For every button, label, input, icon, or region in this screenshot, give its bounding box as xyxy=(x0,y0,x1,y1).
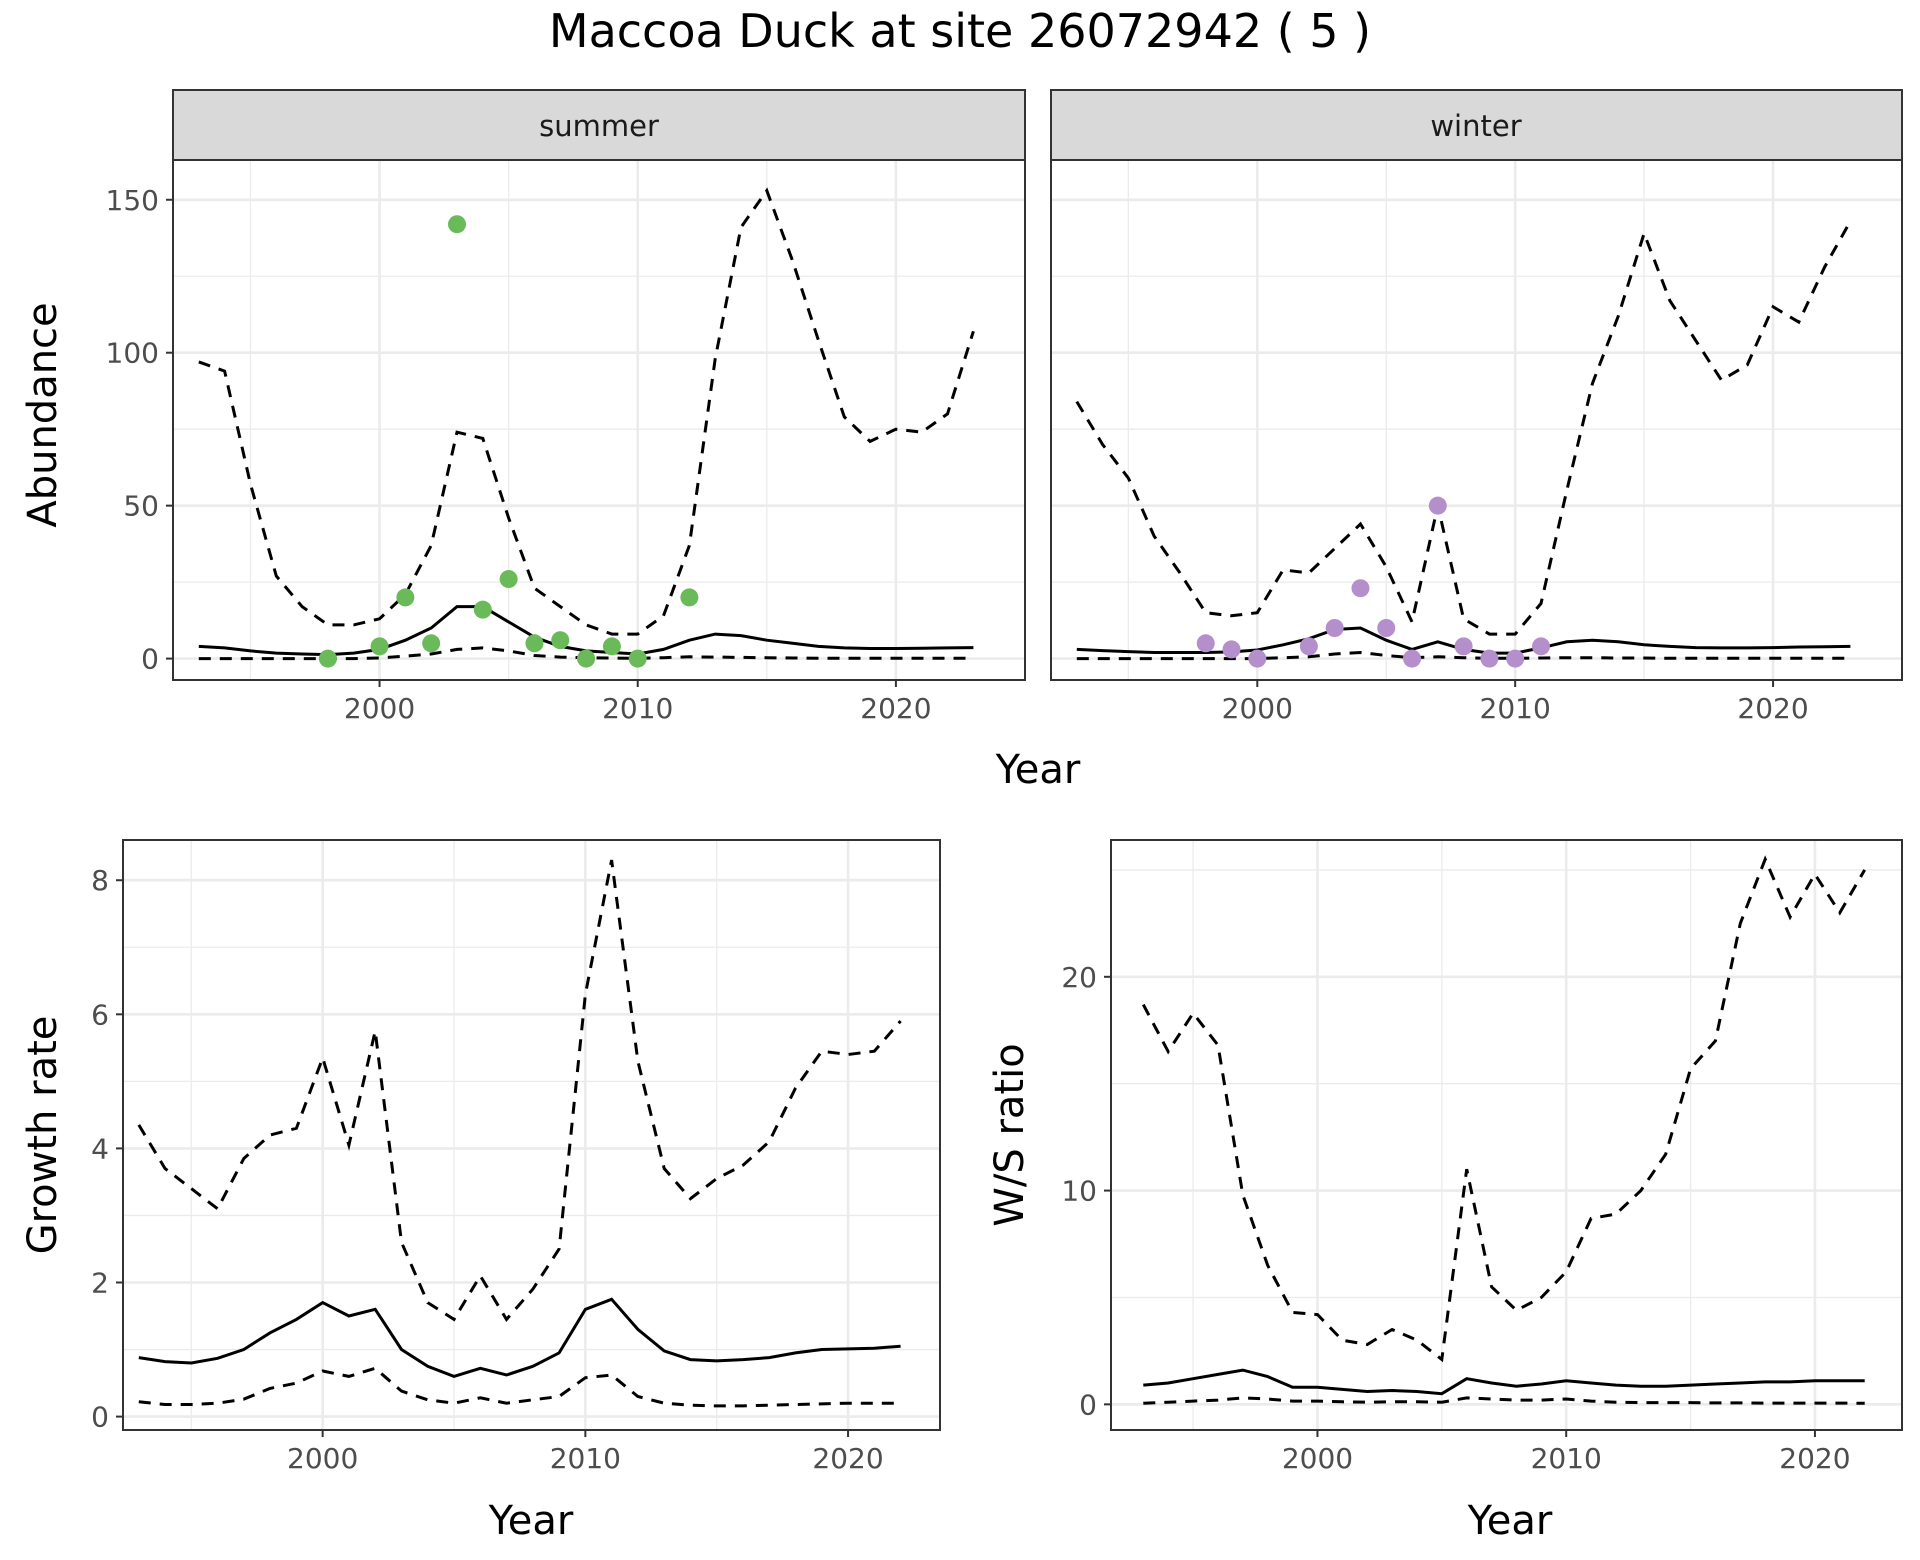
lower-bound-line xyxy=(1143,1396,1865,1405)
observed-point xyxy=(525,634,544,653)
panel-background xyxy=(173,160,1025,680)
panel-border xyxy=(1110,839,1903,1431)
y-tick-label: 8 xyxy=(91,864,109,897)
observed-point xyxy=(1454,637,1473,656)
observed-point xyxy=(1351,579,1370,598)
ws-ratio-chart: 2000 2010 2020 0 10 20 W/S ratio Year xyxy=(987,839,1903,1544)
x-tick-label: 2010 xyxy=(1480,692,1551,725)
growth-rate-panel: 2000 2010 2020 0 2 4 6 8 xyxy=(91,839,941,1475)
x-tick-label: 2020 xyxy=(860,692,931,725)
x-tick-label: 2010 xyxy=(550,1442,621,1475)
observed-point xyxy=(396,588,415,607)
y-tick-label: 50 xyxy=(123,490,159,523)
panel-border xyxy=(122,839,941,1431)
observed-point xyxy=(370,637,389,656)
y-tick-label: 6 xyxy=(91,998,109,1031)
y-tick-label: 0 xyxy=(141,643,159,676)
observed-point xyxy=(499,570,518,589)
upper-bound-line xyxy=(137,859,902,1322)
x-tick-label: 2000 xyxy=(1222,692,1293,725)
x-tick-label: 2020 xyxy=(1737,692,1808,725)
figure-title: Maccoa Duck at site 26072942 ( 5 ) xyxy=(549,4,1371,58)
observed-point xyxy=(1196,634,1215,653)
observed-point xyxy=(577,649,596,668)
observed-point xyxy=(422,634,441,653)
observed-point xyxy=(602,637,621,656)
y-tick-label: 2 xyxy=(91,1267,109,1300)
observed-point xyxy=(1480,649,1499,668)
mean-line xyxy=(1143,1368,1865,1396)
upper-bound-line xyxy=(198,187,975,636)
x-tick-label: 2010 xyxy=(1531,1442,1602,1475)
lower-bound-line xyxy=(138,1366,901,1408)
ws-y-title: W/S ratio xyxy=(987,1043,1033,1226)
strip-winter-bg xyxy=(1051,90,1902,160)
observed-point xyxy=(1325,619,1344,637)
strip-summer-bg xyxy=(173,90,1025,160)
mean-line xyxy=(138,1297,901,1378)
x-tick-label: 2020 xyxy=(1779,1442,1850,1475)
observed-point xyxy=(473,600,492,619)
ws-x-title: Year xyxy=(1467,1498,1553,1544)
panel-background xyxy=(1111,840,1902,1430)
y-tick-label: 4 xyxy=(91,1132,109,1165)
strip-summer-label: summer xyxy=(539,109,659,143)
ws-ratio-panel: 2000 2010 2020 0 10 20 xyxy=(1061,839,1903,1475)
observed-point xyxy=(1506,649,1525,668)
abundance-summer-panel: 2000 2010 2020 0 50 100 150 xyxy=(106,159,1026,725)
strip-summer-border xyxy=(172,89,1026,161)
y-tick-label: 10 xyxy=(1061,1175,1097,1208)
growth-rate-chart: 2000 2010 2020 0 2 4 6 8 Growth rate Year xyxy=(20,839,941,1544)
growth-x-title: Year xyxy=(488,1498,574,1544)
observed-point xyxy=(1222,640,1241,659)
x-tick-label: 2000 xyxy=(1282,1442,1353,1475)
abundance-x-title: Year xyxy=(995,747,1081,793)
x-tick-label: 2000 xyxy=(344,692,415,725)
abundance-y-title: Abundance xyxy=(20,302,66,527)
panel-background xyxy=(123,840,940,1430)
observed-point xyxy=(628,649,647,668)
observed-point xyxy=(1299,637,1318,656)
observed-point xyxy=(1377,619,1396,637)
abundance-winter-panel: 2000 2010 2020 xyxy=(1050,159,1903,725)
y-tick-label: 20 xyxy=(1061,961,1097,994)
y-tick-label: 0 xyxy=(1079,1388,1097,1421)
abundance-chart: summer winter 2000 2010 2020 0 50 100 150 2000… xyxy=(20,89,1903,793)
strip-winter-border xyxy=(1050,89,1903,161)
x-tick-label: 2020 xyxy=(812,1442,883,1475)
observed-point xyxy=(680,588,699,607)
observed-point xyxy=(1403,649,1422,668)
observed-point xyxy=(1428,496,1447,515)
growth-y-title: Growth rate xyxy=(20,1016,66,1255)
observed-point xyxy=(318,649,337,668)
y-tick-label: 100 xyxy=(106,337,159,370)
observed-point xyxy=(448,215,466,234)
x-tick-label: 2000 xyxy=(287,1442,358,1475)
strip-winter-label: winter xyxy=(1430,109,1521,143)
y-tick-label: 0 xyxy=(91,1401,109,1434)
y-tick-label: 150 xyxy=(106,184,159,217)
lower-bound-line xyxy=(1076,650,1851,661)
observed-point xyxy=(551,631,570,650)
observed-point xyxy=(1248,649,1267,668)
panel-background xyxy=(1051,160,1902,680)
x-tick-label: 2010 xyxy=(602,692,673,725)
observed-point xyxy=(1531,637,1550,656)
